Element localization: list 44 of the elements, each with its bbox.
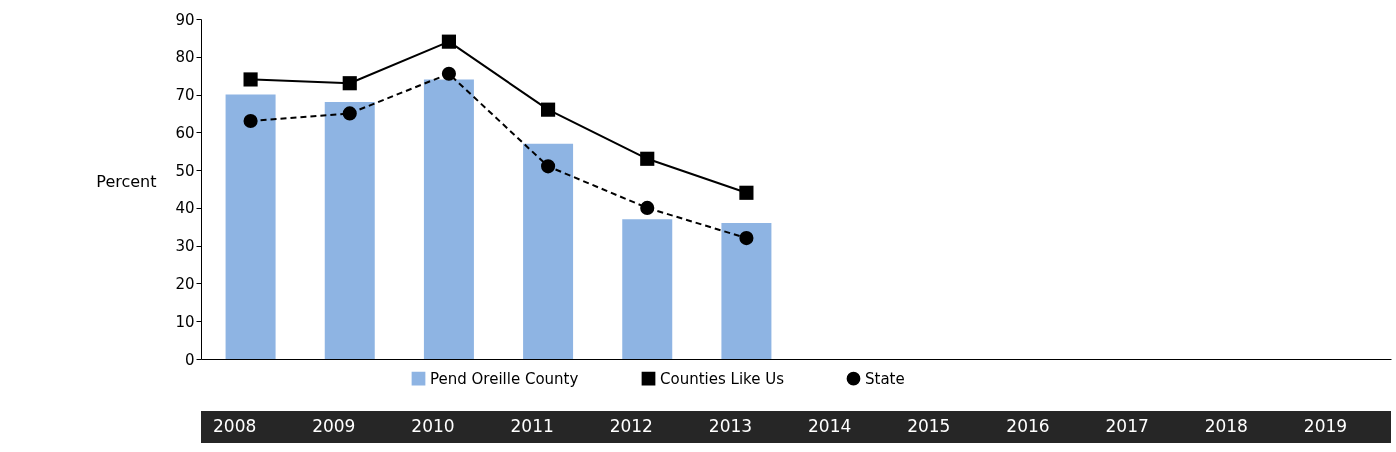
- x-tick-label: 2016: [1006, 416, 1050, 436]
- x-tick-label: 2017: [1105, 416, 1149, 436]
- x-tick-label: 2013: [708, 416, 753, 436]
- x-tick-label: 2012: [609, 416, 653, 436]
- x-tick-label: 2018: [1204, 416, 1248, 436]
- x-tick-label: 2015: [907, 416, 951, 436]
- x-tick-label: 2010: [411, 416, 455, 436]
- legend-label: Counties Like Us: [660, 369, 785, 388]
- y-tick-label: 90: [175, 10, 195, 29]
- bar: [423, 79, 474, 359]
- bar: [324, 102, 375, 359]
- y-tick-label: 10: [175, 312, 195, 331]
- bar: [523, 143, 574, 359]
- point: [243, 72, 258, 87]
- legend-label: Pend Oreille County: [430, 369, 579, 388]
- x-tick-label: 2011: [510, 416, 554, 436]
- point: [243, 113, 258, 129]
- y-tick-label: 20: [175, 274, 195, 293]
- point: [342, 106, 357, 121]
- y-tick-label: 50: [175, 161, 195, 180]
- point: [739, 185, 754, 200]
- point: [739, 231, 754, 246]
- y-tick-label: 40: [175, 199, 195, 218]
- bar: [721, 223, 772, 359]
- bar: [622, 219, 673, 359]
- y-tick-label: 0: [184, 350, 195, 369]
- point: [441, 34, 456, 49]
- point: [640, 151, 655, 166]
- y-tick-label: 30: [175, 237, 195, 256]
- x-tick-label: 2009: [312, 416, 356, 436]
- point: [640, 200, 655, 215]
- bar: [225, 94, 276, 359]
- y-tick-label: 60: [175, 123, 195, 142]
- y-tick-label: 80: [175, 48, 195, 67]
- y-axis-title: Percent: [96, 171, 157, 191]
- point: [541, 102, 556, 117]
- point: [342, 76, 357, 91]
- point: [541, 159, 556, 174]
- x-tick-label: 2014: [808, 416, 852, 436]
- x-tick-label: 2008: [213, 416, 257, 436]
- legend-label: State: [865, 369, 905, 388]
- point: [441, 66, 456, 81]
- y-tick-label: 70: [175, 86, 195, 105]
- x-tick-label: 2019: [1303, 416, 1348, 436]
